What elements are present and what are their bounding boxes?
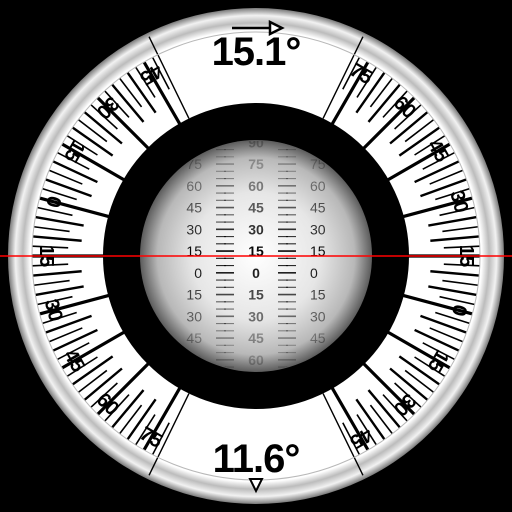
inclinometer: 1501530457560453015015304575604530 75757…: [0, 0, 512, 512]
pitch-direction-arrow-icon: [247, 476, 265, 494]
svg-text:0: 0: [310, 265, 318, 281]
roll-reading: 15.1°: [0, 30, 512, 75]
svg-text:30: 30: [310, 221, 326, 237]
svg-text:60: 60: [186, 178, 202, 194]
svg-text:45: 45: [248, 200, 264, 216]
svg-text:45: 45: [186, 200, 202, 216]
svg-text:45: 45: [310, 330, 326, 346]
dial-svg: 1501530457560453015015304575604530 75757…: [0, 0, 512, 512]
svg-text:45: 45: [248, 330, 264, 346]
degree-symbol: °: [285, 30, 300, 74]
svg-text:15: 15: [248, 287, 264, 303]
svg-text:30: 30: [310, 308, 326, 324]
svg-text:75: 75: [248, 156, 264, 172]
svg-text:60: 60: [248, 352, 264, 368]
roll-value: 15.1: [212, 30, 286, 74]
svg-text:15: 15: [186, 287, 202, 303]
pitch-value: 11.6: [213, 437, 285, 481]
svg-text:0: 0: [252, 265, 260, 281]
svg-text:60: 60: [310, 178, 326, 194]
svg-text:0: 0: [194, 265, 202, 281]
svg-text:15: 15: [310, 287, 326, 303]
degree-symbol: °: [284, 437, 299, 481]
svg-text:60: 60: [248, 178, 264, 194]
svg-text:30: 30: [248, 221, 264, 237]
svg-text:45: 45: [186, 330, 202, 346]
svg-text:30: 30: [186, 308, 202, 324]
svg-text:45: 45: [310, 200, 326, 216]
svg-text:30: 30: [186, 221, 202, 237]
svg-text:30: 30: [248, 308, 264, 324]
